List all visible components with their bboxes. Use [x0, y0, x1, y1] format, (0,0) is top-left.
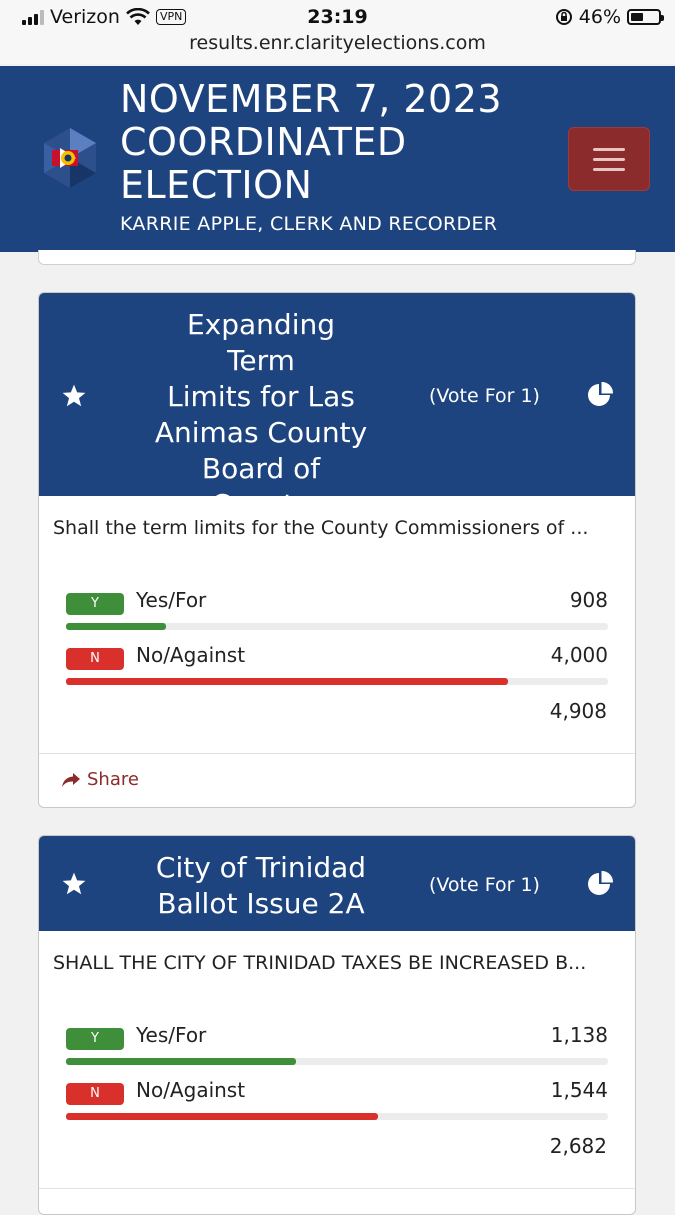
contest-question: SHALL THE CITY OF TRINIDAD TAXES BE INCR… [53, 952, 587, 974]
choice-label: No/Against [136, 643, 246, 667]
progress-fill [66, 678, 508, 685]
title-line-3: ELECTION [120, 163, 313, 207]
share-label: Share [87, 769, 139, 790]
clerk-subtitle: KARRIE APPLE, CLERK AND RECORDER [120, 213, 498, 235]
progress-fill [66, 1113, 379, 1120]
share-arrow-icon [62, 772, 80, 787]
contest-title: Expanding Term Limits for Las Animas Cou… [151, 307, 371, 559]
battery-percent: 46% [578, 6, 621, 28]
no-badge: N [66, 1083, 124, 1105]
progress-track [66, 678, 608, 685]
choice-votes: 908 [569, 588, 608, 612]
contest-card: Expanding Term Limits for Las Animas Cou… [38, 292, 636, 808]
url-bar[interactable]: results.enr.clarityelections.com [189, 32, 486, 54]
progress-track [66, 1113, 608, 1120]
status-left: Verizon VPN [22, 6, 187, 28]
progress-fill [66, 1058, 296, 1065]
progress-track [66, 623, 608, 630]
contest-header: Expanding Term Limits for Las Animas Cou… [39, 293, 635, 557]
yes-badge: Y [66, 593, 124, 615]
contest-title-line: Limits for Las [167, 380, 355, 413]
share-button[interactable]: Share [61, 769, 139, 790]
total-votes: 4,908 [549, 699, 607, 723]
menu-button[interactable] [568, 127, 650, 191]
previous-contest-card-edge [38, 250, 636, 265]
carrier-name: Verizon [50, 6, 120, 28]
yes-badge: Y [66, 1028, 124, 1050]
progress-track [66, 1058, 608, 1065]
contest-title: City of Trinidad Ballot Issue 2A [151, 850, 371, 922]
battery-icon [627, 9, 664, 25]
favorite-star-icon[interactable] [61, 871, 87, 897]
clock: 23:19 [307, 6, 368, 28]
vpn-badge: VPN [155, 9, 187, 25]
contest-question: Shall the term limits for the County Com… [53, 517, 589, 539]
signal-icon [22, 9, 44, 25]
choice-votes: 4,000 [550, 643, 608, 667]
title-line-1: NOVEMBER 7, 2023 [120, 77, 503, 121]
election-title: NOVEMBER 7, 2023 COORDINATED ELECTION [120, 78, 502, 207]
contest-title-line: Board of County [201, 452, 321, 521]
hamburger-icon [593, 148, 625, 151]
site-header [0, 66, 675, 252]
contest-card: City of Trinidad Ballot Issue 2A (Vote F… [38, 835, 636, 1215]
colorado-logo-icon [44, 128, 96, 188]
choice-label: No/Against [136, 1078, 246, 1102]
choice-label: Yes/For [136, 588, 207, 612]
hamburger-icon [593, 168, 625, 171]
pie-chart-icon[interactable] [586, 870, 614, 898]
choice-votes: 1,138 [550, 1023, 608, 1047]
status-right: 46% [555, 6, 664, 28]
wifi-icon [126, 8, 150, 25]
vote-for-label: (Vote For 1) [429, 385, 540, 407]
contest-title-line: Ballot Issue 2A [157, 887, 365, 920]
orientation-lock-icon [555, 9, 572, 25]
divider [39, 753, 635, 754]
divider [39, 1188, 635, 1189]
contest-title-line: City of Trinidad [155, 851, 367, 884]
progress-fill [66, 623, 167, 630]
contest-title-line: Animas County [154, 416, 368, 449]
contest-title-line: Expanding Term [186, 308, 335, 377]
title-line-2: COORDINATED [120, 120, 407, 164]
pie-chart-icon[interactable] [586, 381, 614, 409]
hamburger-icon [593, 158, 625, 161]
status-bar: Verizon VPN 23:19 46% results.enr.clarit… [0, 0, 675, 64]
vote-for-label: (Vote For 1) [429, 874, 540, 896]
header-title-block: NOVEMBER 7, 2023 COORDINATED ELECTION KA… [120, 78, 502, 236]
choice-votes: 1,544 [550, 1078, 608, 1102]
no-badge: N [66, 648, 124, 670]
favorite-star-icon[interactable] [61, 383, 87, 409]
choice-label: Yes/For [136, 1023, 207, 1047]
contest-header: City of Trinidad Ballot Issue 2A (Vote F… [39, 836, 635, 931]
contest-title-line: Commissioners [153, 524, 369, 557]
total-votes: 2,682 [549, 1134, 607, 1158]
